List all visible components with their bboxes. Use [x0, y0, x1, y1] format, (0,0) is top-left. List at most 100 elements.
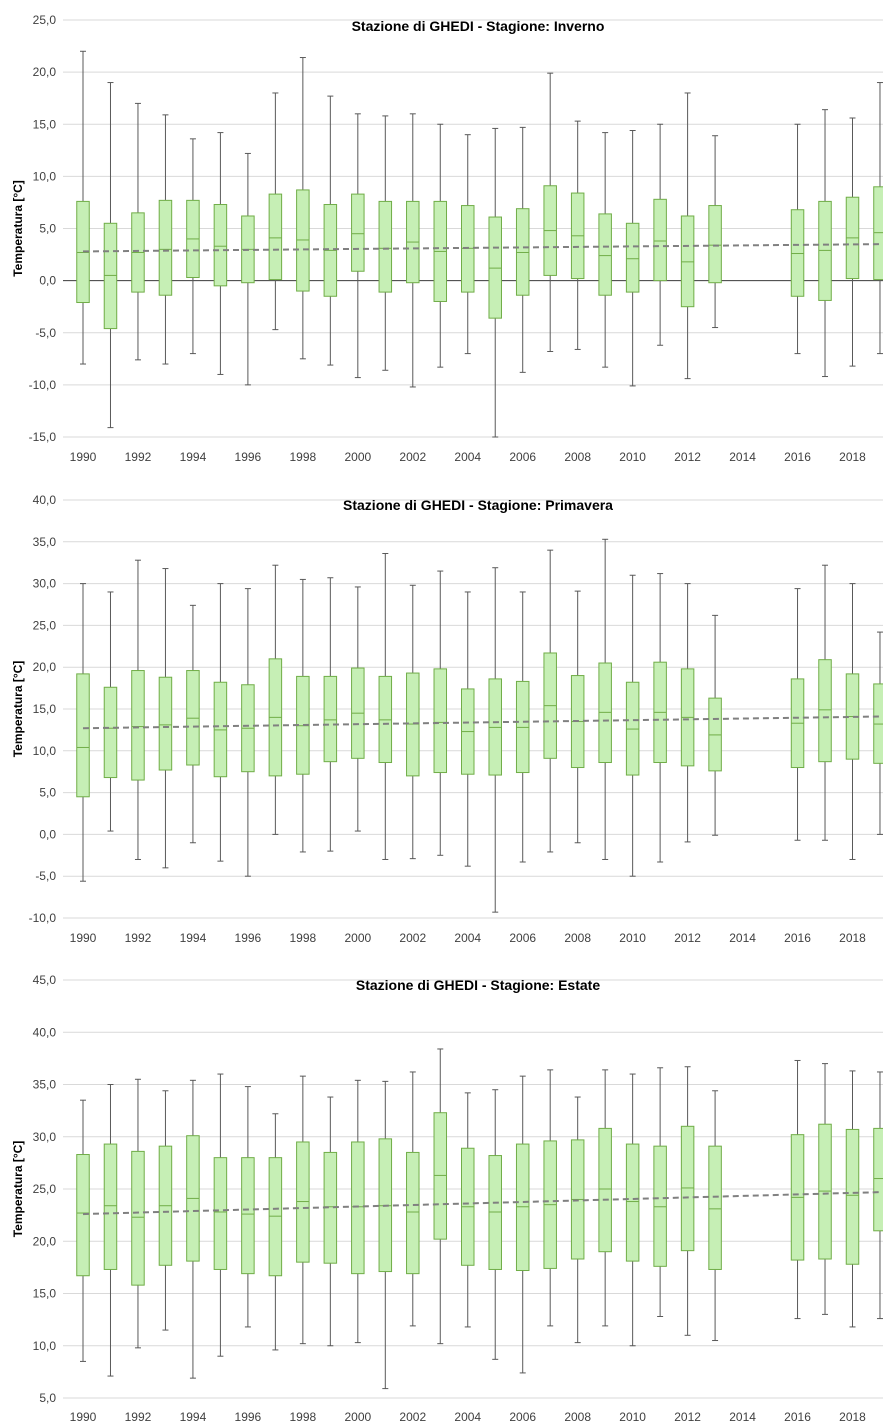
x-tick-label: 2010 [619, 931, 646, 945]
x-tick-label: 2012 [674, 1410, 701, 1423]
x-tick-label: 2006 [509, 931, 536, 945]
x-tick-label: 2004 [454, 1410, 481, 1423]
y-axis-label: Temperatura [°C] [11, 661, 25, 758]
y-tick-label: 25,0 [33, 618, 57, 632]
x-tick-label: 2016 [784, 931, 811, 945]
box-1998 [296, 1141, 310, 1263]
box-1991 [103, 222, 118, 330]
trend-line [82, 243, 880, 253]
x-tick-label: 2006 [509, 450, 536, 464]
box-2000 [351, 193, 365, 272]
x-tick-label: 1994 [180, 931, 207, 945]
x-tick-label: 1994 [180, 450, 207, 464]
y-tick-label: 40,0 [33, 1025, 57, 1039]
x-tick-label: 2016 [784, 450, 811, 464]
x-tick-label: 2014 [729, 450, 756, 464]
x-tick-label: 1996 [235, 1410, 262, 1423]
box-1997 [268, 193, 283, 281]
chart-title: Stazione di GHEDI - Stagione: Primavera [343, 497, 613, 513]
box-2012 [680, 1125, 695, 1252]
x-tick-label: 2014 [729, 1410, 756, 1423]
y-tick-label: -5,0 [35, 326, 56, 340]
x-tick-label: 2018 [839, 450, 866, 464]
y-tick-label: 5,0 [39, 222, 56, 236]
box-2017 [818, 659, 832, 763]
box-1993 [158, 199, 173, 296]
y-tick-label: -15,0 [29, 430, 57, 444]
box-1995 [213, 204, 228, 287]
box-1990 [76, 673, 90, 798]
x-tick-label: 2008 [564, 931, 591, 945]
box-1996 [241, 1157, 255, 1275]
y-tick-label: -10,0 [29, 911, 57, 925]
box-2009 [598, 213, 612, 296]
box-2013 [708, 1145, 722, 1270]
x-tick-label: 2002 [399, 931, 426, 945]
chart-panel-2: -10,0 -5,0 0,0 5,0 10,0 15,0 20,0 25,0 30,0 35,0 4… [11, 493, 883, 945]
y-tick-label: 40,0 [33, 493, 57, 507]
y-tick-label: 20,0 [33, 1234, 57, 1248]
trend-line [82, 1191, 881, 1216]
x-tick-label: 2018 [839, 931, 866, 945]
y-tick-label: -10,0 [29, 378, 57, 392]
chart-panel-3: 5,0 10,0 15,0 20,0 25,0 30,0 35,0 40,0 45,0 1990 1… [11, 973, 883, 1423]
x-tick-label: 2000 [344, 1410, 371, 1423]
y-tick-label: 45,0 [33, 973, 57, 987]
y-tick-label: 35,0 [33, 535, 57, 549]
box-2019 [873, 186, 883, 281]
y-tick-label: 15,0 [33, 117, 57, 131]
y-tick-label: -5,0 [35, 869, 56, 883]
x-tick-label: 2004 [454, 931, 481, 945]
box-1993 [158, 676, 173, 771]
y-tick-label: 5,0 [39, 1391, 56, 1405]
box-2011 [653, 198, 667, 282]
box-2011 [653, 1145, 667, 1267]
x-tick-label: 1996 [235, 931, 262, 945]
x-tick-label: 1990 [70, 450, 97, 464]
box-2000 [351, 1141, 365, 1275]
box-1992 [131, 670, 145, 781]
y-axis-label: Temperatura [°C] [11, 1141, 25, 1238]
trend-line [82, 715, 880, 730]
y-tick-label: 15,0 [33, 1287, 57, 1301]
y-tick-label: 35,0 [33, 1078, 57, 1092]
x-tick-label: 1998 [290, 931, 317, 945]
y-tick-label: 10,0 [33, 744, 57, 758]
x-tick-label: 2000 [344, 450, 371, 464]
y-tick-label: 10,0 [33, 169, 57, 183]
box-1995 [213, 1157, 228, 1270]
y-tick-label: 25,0 [33, 1182, 57, 1196]
box-1990 [76, 200, 90, 304]
y-tick-label: 0,0 [39, 827, 56, 841]
x-tick-label: 1990 [70, 1410, 97, 1423]
x-tick-label: 2010 [619, 1410, 646, 1423]
box-2005 [488, 216, 502, 319]
box-1998 [296, 189, 310, 292]
x-tick-label: 2014 [729, 931, 756, 945]
x-tick-label: 2008 [564, 450, 591, 464]
y-tick-label: 25,0 [33, 13, 57, 27]
box-1991 [103, 686, 118, 779]
box-2013 [708, 205, 722, 284]
x-tick-label: 1994 [180, 1410, 207, 1423]
x-tick-label: 2002 [399, 450, 426, 464]
x-tick-label: 2004 [454, 450, 481, 464]
box-2009 [598, 1127, 612, 1253]
box-2010 [625, 222, 640, 293]
box-1991 [103, 1143, 118, 1270]
box-1999 [323, 675, 338, 763]
box-1990 [76, 1154, 90, 1277]
box-2018 [845, 1128, 860, 1265]
box-1992 [131, 1150, 145, 1286]
y-axis-label: Temperatura [°C] [11, 180, 25, 277]
box-2017 [818, 1123, 832, 1260]
y-tick-label: 20,0 [33, 65, 57, 79]
y-tick-label: 20,0 [33, 660, 57, 674]
box-2006 [515, 1143, 530, 1272]
x-tick-label: 1992 [125, 931, 152, 945]
x-tick-label: 1996 [235, 450, 262, 464]
chart-title: Stazione di GHEDI - Stagione: Inverno [352, 18, 605, 34]
y-tick-label: 30,0 [33, 577, 57, 591]
x-tick-label: 2012 [674, 931, 701, 945]
